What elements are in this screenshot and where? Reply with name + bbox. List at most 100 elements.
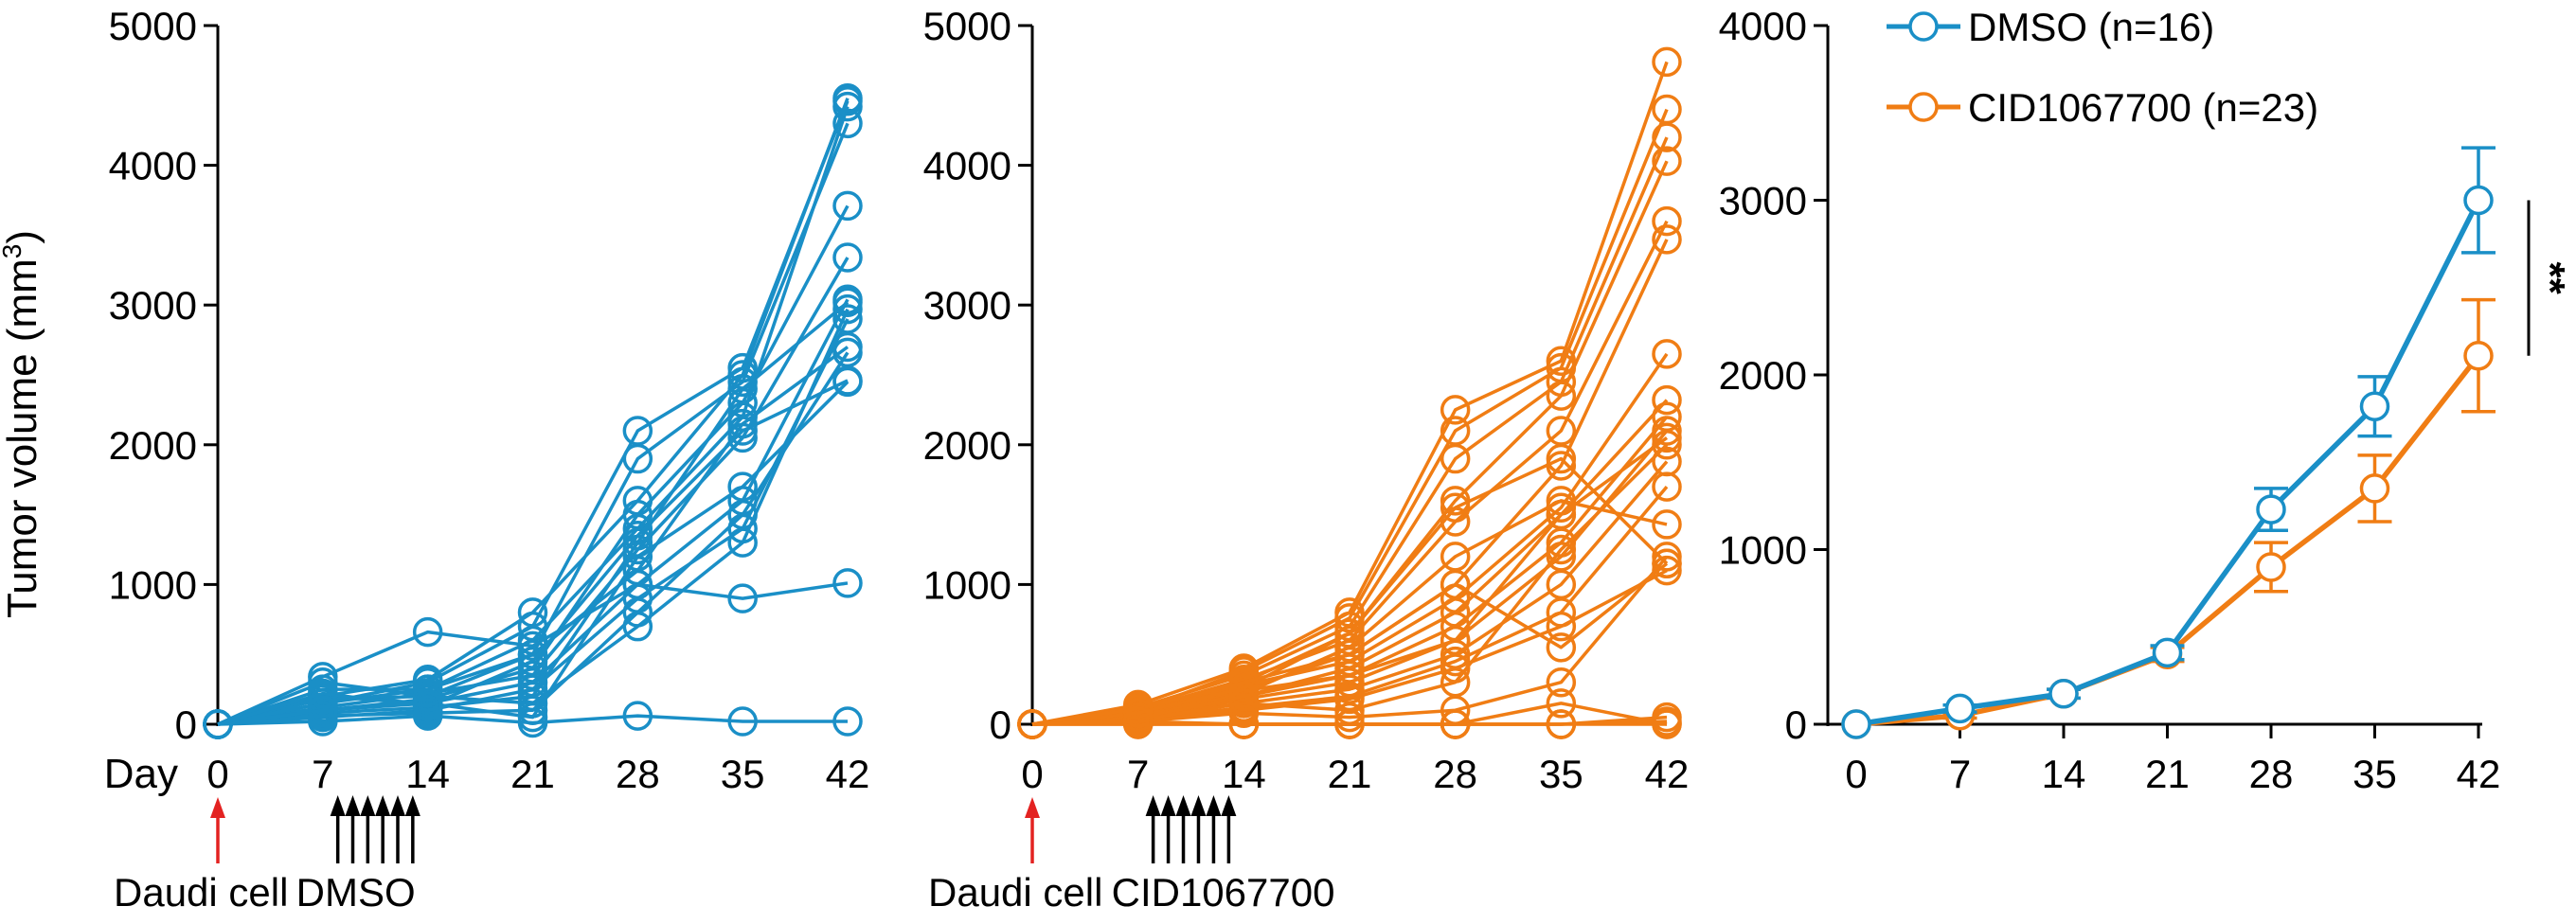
data-point [2463, 340, 2494, 371]
data-point [1546, 534, 1577, 565]
x-tick-label: 7 [1949, 752, 1971, 796]
data-point [2359, 473, 2390, 504]
legend-marker [1908, 92, 1939, 122]
treatment-label: DMSO [296, 870, 416, 915]
series-line [217, 379, 849, 726]
cell-label: Daudi cell [928, 870, 1102, 915]
data-point [517, 702, 548, 733]
data-point [1334, 660, 1365, 691]
treatment-arrow-head [345, 795, 361, 816]
data-point [308, 695, 338, 725]
data-point [1334, 684, 1365, 715]
panel-cid-individual: 0 1000 2000 3000 4000 5000 0 7 14 21 28 35 42 Daudi c… [923, 4, 1690, 915]
y-tick-label: 5000 [923, 4, 1011, 48]
treatment-arrow-head [404, 795, 420, 816]
data-point [1228, 698, 1260, 728]
x-tick-label: 28 [616, 752, 660, 796]
data-point [1546, 611, 1577, 642]
y-tick-label: 2000 [1719, 353, 1807, 398]
data-point [1652, 542, 1682, 572]
data-point [412, 691, 443, 721]
data-point [1334, 695, 1365, 725]
data-point [308, 678, 338, 709]
data-point [622, 520, 653, 551]
series-line [217, 351, 850, 726]
data-point [1546, 688, 1577, 719]
data-point [203, 709, 233, 739]
data-point [517, 646, 548, 677]
series-line [1031, 555, 1669, 726]
data-point [1652, 416, 1682, 446]
data-point [2048, 678, 2079, 709]
treatment-arrow-head [1190, 795, 1207, 816]
y-axis-label-superscript: 3 [0, 244, 27, 259]
data-point [2256, 552, 2286, 582]
legend-label: DMSO (n=16) [1968, 5, 2214, 49]
y-tick-label: 2000 [923, 423, 1011, 468]
data-point [1652, 430, 1682, 460]
data-point [1652, 471, 1682, 502]
data-point [727, 416, 758, 446]
x-tick-label: 35 [2352, 752, 2397, 796]
data-point [1546, 709, 1577, 739]
data-point [1652, 339, 1682, 369]
data-point [622, 597, 653, 628]
day-label: Day [104, 751, 178, 797]
treatment-arrow-head [1145, 795, 1161, 816]
y-tick-label: 4000 [1719, 4, 1807, 48]
data-point [832, 706, 863, 737]
y-tick-label: 4000 [109, 144, 197, 188]
data-point [727, 706, 758, 737]
series-line [1031, 456, 1669, 726]
treatment-arrow-head [1175, 795, 1191, 816]
data-point [1546, 443, 1577, 474]
x-tick-label: 14 [1222, 752, 1266, 796]
x-tick-label: 21 [510, 752, 555, 796]
y-tick-label: 0 [1785, 702, 1807, 747]
data-point [2256, 494, 2286, 524]
data-point [1652, 122, 1682, 152]
data-point [1546, 666, 1577, 698]
treatment-arrow-head [360, 795, 376, 816]
data-point [832, 287, 863, 317]
y-tick-label: 2000 [109, 423, 197, 468]
data-point [1440, 625, 1471, 656]
treatment-arrow-head [330, 795, 346, 816]
x-tick-label: 0 [206, 752, 228, 796]
data-point [1944, 693, 1976, 724]
injection-arrow-head [210, 797, 225, 818]
panel-mean-comparison: 0 1000 2000 3000 4000 0 7 14 21 28 35 42 DMSO (n=16)… [1719, 4, 2573, 796]
data-point [1122, 706, 1154, 737]
x-tick-label: 35 [721, 752, 765, 796]
data-point [1440, 395, 1471, 425]
data-point [1652, 422, 1682, 453]
treatment-arrow-head [1160, 795, 1176, 816]
x-tick-label: 35 [1539, 752, 1583, 796]
data-point [1652, 224, 1682, 255]
data-point [2152, 637, 2183, 668]
y-tick-label: 1000 [109, 562, 197, 607]
data-point [727, 374, 758, 404]
x-tick-label: 14 [2042, 752, 2086, 796]
data-point [1652, 46, 1682, 78]
data-point [622, 701, 653, 731]
x-tick-label: 0 [1021, 752, 1043, 796]
data-point [1334, 618, 1365, 649]
data-point [1841, 709, 1871, 739]
data-point [1652, 146, 1682, 176]
y-tick-label: 1000 [923, 562, 1011, 607]
data-point [1546, 381, 1577, 411]
significance-label: ** [2527, 261, 2573, 294]
data-point [2359, 391, 2390, 421]
data-point [727, 583, 758, 613]
y-tick-label: 5000 [109, 4, 197, 48]
data-point [832, 190, 863, 222]
data-point [832, 85, 863, 116]
x-tick-label: 21 [1328, 752, 1372, 796]
x-tick-label: 42 [826, 752, 870, 796]
data-point [1652, 384, 1682, 416]
series-line [217, 381, 850, 726]
data-point [727, 366, 758, 398]
data-point [727, 471, 758, 502]
